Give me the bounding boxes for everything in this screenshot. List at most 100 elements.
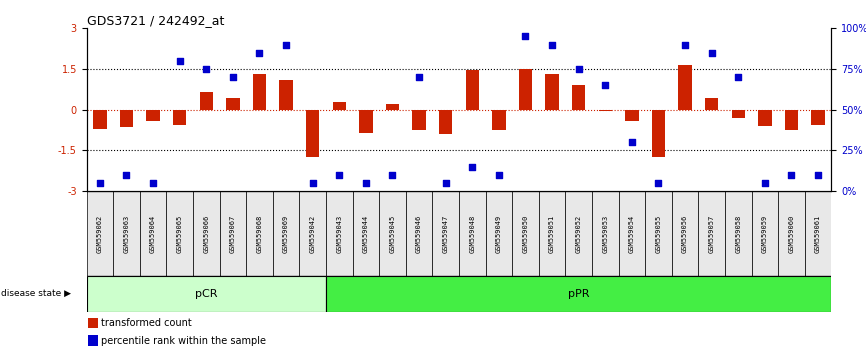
- Bar: [326, 191, 352, 276]
- Text: GSM559068: GSM559068: [256, 215, 262, 253]
- Bar: [88, 335, 98, 346]
- Text: GSM559051: GSM559051: [549, 215, 555, 253]
- Bar: [486, 191, 512, 276]
- Text: pCR: pCR: [195, 289, 217, 299]
- Bar: [432, 191, 459, 276]
- Text: GSM559045: GSM559045: [390, 215, 396, 253]
- Point: [572, 66, 585, 72]
- Bar: [705, 97, 718, 110]
- Text: GSM559043: GSM559043: [336, 215, 342, 253]
- Bar: [300, 191, 326, 276]
- Text: GSM559053: GSM559053: [602, 215, 608, 253]
- Bar: [678, 65, 692, 110]
- Text: GSM559062: GSM559062: [97, 215, 103, 253]
- Bar: [811, 110, 824, 125]
- Bar: [752, 191, 779, 276]
- Bar: [146, 110, 159, 121]
- Point: [120, 172, 133, 178]
- Bar: [88, 318, 98, 328]
- Bar: [113, 191, 139, 276]
- Bar: [439, 110, 452, 134]
- Point: [651, 180, 665, 186]
- Bar: [519, 69, 532, 110]
- Bar: [459, 191, 486, 276]
- Bar: [166, 191, 193, 276]
- Bar: [466, 70, 479, 110]
- Text: GSM559059: GSM559059: [762, 215, 768, 253]
- Bar: [625, 110, 638, 121]
- Point: [785, 172, 798, 178]
- Text: GSM559061: GSM559061: [815, 215, 821, 253]
- Text: GSM559066: GSM559066: [204, 215, 210, 253]
- Point: [93, 180, 107, 186]
- Bar: [512, 191, 539, 276]
- Text: GSM559050: GSM559050: [522, 215, 528, 253]
- Point: [758, 180, 772, 186]
- Point: [546, 42, 559, 47]
- Bar: [725, 191, 752, 276]
- Bar: [193, 191, 220, 276]
- Bar: [645, 191, 672, 276]
- Bar: [87, 191, 113, 276]
- Bar: [253, 74, 266, 110]
- Bar: [652, 110, 665, 157]
- Bar: [565, 191, 592, 276]
- Point: [439, 180, 453, 186]
- Bar: [598, 110, 612, 111]
- Bar: [759, 110, 772, 126]
- Bar: [618, 191, 645, 276]
- Point: [199, 66, 213, 72]
- Text: GSM559069: GSM559069: [283, 215, 289, 253]
- Text: GSM559057: GSM559057: [708, 215, 714, 253]
- Bar: [406, 191, 432, 276]
- Bar: [326, 276, 831, 312]
- Point: [279, 42, 293, 47]
- Text: disease state ▶: disease state ▶: [1, 289, 71, 298]
- Bar: [333, 102, 346, 110]
- Text: GSM559054: GSM559054: [629, 215, 635, 253]
- Bar: [173, 110, 186, 125]
- Text: GSM559049: GSM559049: [496, 215, 502, 253]
- Point: [598, 82, 612, 88]
- Bar: [779, 191, 805, 276]
- Bar: [359, 110, 372, 133]
- Bar: [226, 97, 240, 110]
- Text: GSM559065: GSM559065: [177, 215, 183, 253]
- Bar: [805, 191, 831, 276]
- Bar: [412, 110, 426, 130]
- Text: GDS3721 / 242492_at: GDS3721 / 242492_at: [87, 14, 224, 27]
- Point: [519, 34, 533, 39]
- Point: [705, 50, 719, 56]
- Point: [359, 180, 372, 186]
- Bar: [87, 276, 326, 312]
- Bar: [539, 191, 565, 276]
- Bar: [94, 110, 107, 129]
- Bar: [592, 191, 618, 276]
- Text: transformed count: transformed count: [101, 318, 192, 328]
- Point: [731, 74, 745, 80]
- Bar: [200, 92, 213, 110]
- Bar: [698, 191, 725, 276]
- Point: [625, 139, 639, 145]
- Text: GSM559046: GSM559046: [416, 215, 422, 253]
- Bar: [785, 110, 798, 130]
- Point: [678, 42, 692, 47]
- Text: GSM559058: GSM559058: [735, 215, 741, 253]
- Bar: [732, 110, 745, 118]
- Bar: [572, 85, 585, 110]
- Point: [226, 74, 240, 80]
- Bar: [120, 110, 133, 127]
- Point: [253, 50, 267, 56]
- Point: [306, 180, 320, 186]
- Text: GSM559052: GSM559052: [576, 215, 582, 253]
- Bar: [246, 191, 273, 276]
- Point: [333, 172, 346, 178]
- Bar: [220, 191, 246, 276]
- Text: GSM559060: GSM559060: [788, 215, 794, 253]
- Text: GSM559048: GSM559048: [469, 215, 475, 253]
- Point: [412, 74, 426, 80]
- Text: GSM559047: GSM559047: [443, 215, 449, 253]
- Text: GSM559044: GSM559044: [363, 215, 369, 253]
- Bar: [672, 191, 698, 276]
- Point: [146, 180, 160, 186]
